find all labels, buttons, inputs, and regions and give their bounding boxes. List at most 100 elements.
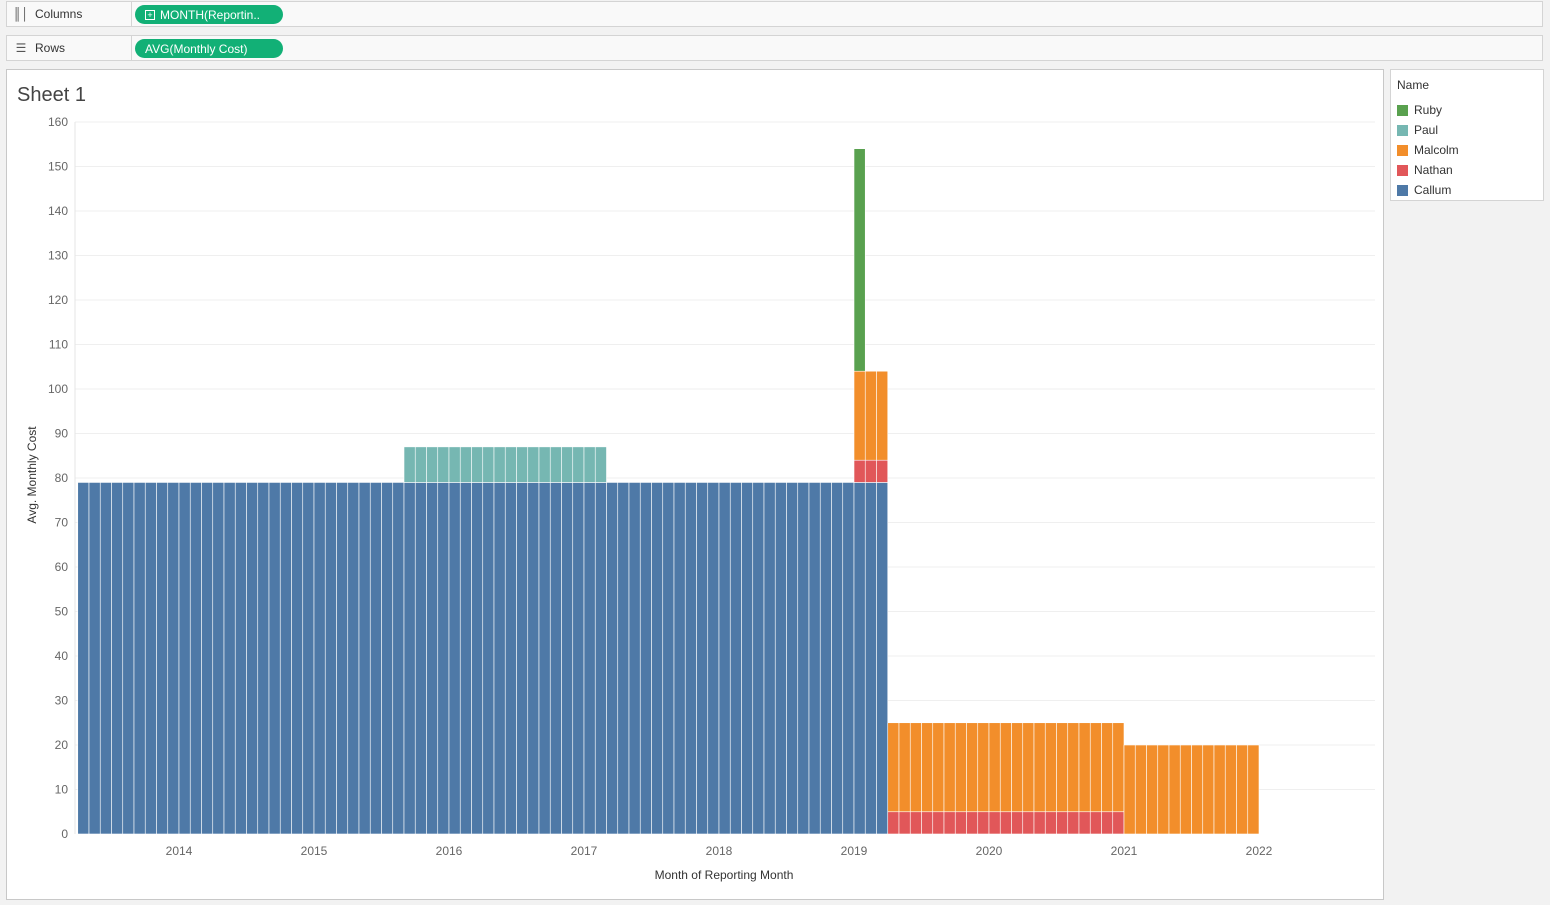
bar-segment-callum[interactable] bbox=[437, 482, 450, 835]
legend-item-callum[interactable]: Callum bbox=[1397, 182, 1451, 198]
bar-segment-malcolm[interactable] bbox=[876, 370, 889, 461]
bar-segment-callum[interactable] bbox=[482, 482, 495, 835]
bar-segment-callum[interactable] bbox=[448, 482, 461, 835]
bar-segment-nathan[interactable] bbox=[988, 811, 1001, 835]
bar-segment-callum[interactable] bbox=[77, 482, 90, 835]
bar-segment-callum[interactable] bbox=[774, 482, 787, 835]
bar-segment-callum[interactable] bbox=[291, 482, 304, 835]
bar-segment-callum[interactable] bbox=[133, 482, 146, 835]
bar-segment-callum[interactable] bbox=[876, 482, 889, 835]
bar-segment-nathan[interactable] bbox=[876, 459, 889, 483]
expand-plus-icon[interactable]: + bbox=[145, 9, 155, 20]
legend-item-malcolm[interactable]: Malcolm bbox=[1397, 142, 1459, 158]
bar-segment-paul[interactable] bbox=[594, 446, 607, 483]
bar-segment-malcolm[interactable] bbox=[1056, 722, 1069, 813]
bar-segment-callum[interactable] bbox=[572, 482, 585, 835]
bar-segment-paul[interactable] bbox=[549, 446, 562, 483]
bar-segment-callum[interactable] bbox=[504, 482, 517, 835]
bar-segment-malcolm[interactable] bbox=[1011, 722, 1024, 813]
bar-segment-malcolm[interactable] bbox=[853, 370, 866, 461]
bar-segment-paul[interactable] bbox=[527, 446, 540, 483]
bar-segment-callum[interactable] bbox=[381, 482, 394, 835]
bar-segment-callum[interactable] bbox=[549, 482, 562, 835]
bar-segment-callum[interactable] bbox=[122, 482, 135, 835]
bar-segment-malcolm[interactable] bbox=[1146, 744, 1159, 835]
bar-segment-paul[interactable] bbox=[414, 446, 427, 483]
bar-segment-callum[interactable] bbox=[538, 482, 551, 835]
bar-segment-nathan[interactable] bbox=[887, 811, 900, 835]
bar-segment-callum[interactable] bbox=[369, 482, 382, 835]
bar-segment-nathan[interactable] bbox=[898, 811, 911, 835]
bar-segment-nathan[interactable] bbox=[909, 811, 922, 835]
bar-segment-paul[interactable] bbox=[493, 446, 506, 483]
bar-segment-nathan[interactable] bbox=[1089, 811, 1102, 835]
bar-segment-malcolm[interactable] bbox=[1247, 744, 1260, 835]
bar-segment-callum[interactable] bbox=[246, 482, 259, 835]
bar-segment-malcolm[interactable] bbox=[1044, 722, 1057, 813]
bar-segment-malcolm[interactable] bbox=[921, 722, 934, 813]
bar-segment-nathan[interactable] bbox=[1033, 811, 1046, 835]
bar-segment-nathan[interactable] bbox=[864, 459, 877, 483]
bar-segment-callum[interactable] bbox=[302, 482, 315, 835]
bar-segment-callum[interactable] bbox=[223, 482, 236, 835]
bar-segment-callum[interactable] bbox=[606, 482, 619, 835]
legend-item-nathan[interactable]: Nathan bbox=[1397, 162, 1453, 178]
month-reporting-pill[interactable]: + MONTH(Reportin.. bbox=[135, 5, 283, 24]
bar-segment-malcolm[interactable] bbox=[966, 722, 979, 813]
bar-segment-nathan[interactable] bbox=[1022, 811, 1035, 835]
bar-segment-malcolm[interactable] bbox=[1134, 744, 1147, 835]
bar-segment-malcolm[interactable] bbox=[1033, 722, 1046, 813]
bar-segment-callum[interactable] bbox=[752, 482, 765, 835]
bar-segment-callum[interactable] bbox=[279, 482, 292, 835]
bar-segment-malcolm[interactable] bbox=[977, 722, 990, 813]
bar-segment-malcolm[interactable] bbox=[943, 722, 956, 813]
bar-segment-nathan[interactable] bbox=[921, 811, 934, 835]
bar-segment-callum[interactable] bbox=[471, 482, 484, 835]
bar-segment-callum[interactable] bbox=[336, 482, 349, 835]
bar-segment-callum[interactable] bbox=[684, 482, 697, 835]
bar-segment-callum[interactable] bbox=[347, 482, 360, 835]
bar-segment-malcolm[interactable] bbox=[954, 722, 967, 813]
bar-segment-paul[interactable] bbox=[426, 446, 439, 483]
bar-segment-malcolm[interactable] bbox=[1022, 722, 1035, 813]
bar-segment-callum[interactable] bbox=[426, 482, 439, 835]
bar-segment-callum[interactable] bbox=[831, 482, 844, 835]
bar-segment-callum[interactable] bbox=[144, 482, 157, 835]
bar-segment-nathan[interactable] bbox=[932, 811, 945, 835]
bar-segment-callum[interactable] bbox=[741, 482, 754, 835]
bar-segment-malcolm[interactable] bbox=[1157, 744, 1170, 835]
bar-segment-malcolm[interactable] bbox=[909, 722, 922, 813]
bar-segment-malcolm[interactable] bbox=[1191, 744, 1204, 835]
bar-segment-paul[interactable] bbox=[516, 446, 529, 483]
bar-segment-callum[interactable] bbox=[786, 482, 799, 835]
bar-segment-malcolm[interactable] bbox=[887, 722, 900, 813]
bar-segment-callum[interactable] bbox=[257, 482, 270, 835]
bar-segment-callum[interactable] bbox=[178, 482, 191, 835]
bar-segment-paul[interactable] bbox=[561, 446, 574, 483]
bar-segment-malcolm[interactable] bbox=[988, 722, 1001, 813]
bar-segment-callum[interactable] bbox=[797, 482, 810, 835]
bar-segment-callum[interactable] bbox=[392, 482, 405, 835]
bar-segment-callum[interactable] bbox=[493, 482, 506, 835]
bar-segment-callum[interactable] bbox=[459, 482, 472, 835]
bar-segment-ruby[interactable] bbox=[853, 148, 866, 372]
bar-segment-paul[interactable] bbox=[448, 446, 461, 483]
bar-segment-callum[interactable] bbox=[212, 482, 225, 835]
bar-segment-callum[interactable] bbox=[673, 482, 686, 835]
bar-segment-malcolm[interactable] bbox=[1067, 722, 1080, 813]
bar-segment-paul[interactable] bbox=[583, 446, 596, 483]
legend-item-ruby[interactable]: Ruby bbox=[1397, 102, 1442, 118]
bar-segment-callum[interactable] bbox=[268, 482, 281, 835]
bar-segment-nathan[interactable] bbox=[943, 811, 956, 835]
bar-segment-nathan[interactable] bbox=[1078, 811, 1091, 835]
bar-segment-callum[interactable] bbox=[763, 482, 776, 835]
bar-segment-callum[interactable] bbox=[594, 482, 607, 835]
bar-segment-paul[interactable] bbox=[538, 446, 551, 483]
bar-segment-malcolm[interactable] bbox=[1089, 722, 1102, 813]
bar-segment-callum[interactable] bbox=[156, 482, 169, 835]
bar-segment-callum[interactable] bbox=[639, 482, 652, 835]
bar-segment-callum[interactable] bbox=[201, 482, 214, 835]
bar-segment-nathan[interactable] bbox=[1101, 811, 1114, 835]
bar-segment-callum[interactable] bbox=[662, 482, 675, 835]
bar-segment-nathan[interactable] bbox=[1044, 811, 1057, 835]
